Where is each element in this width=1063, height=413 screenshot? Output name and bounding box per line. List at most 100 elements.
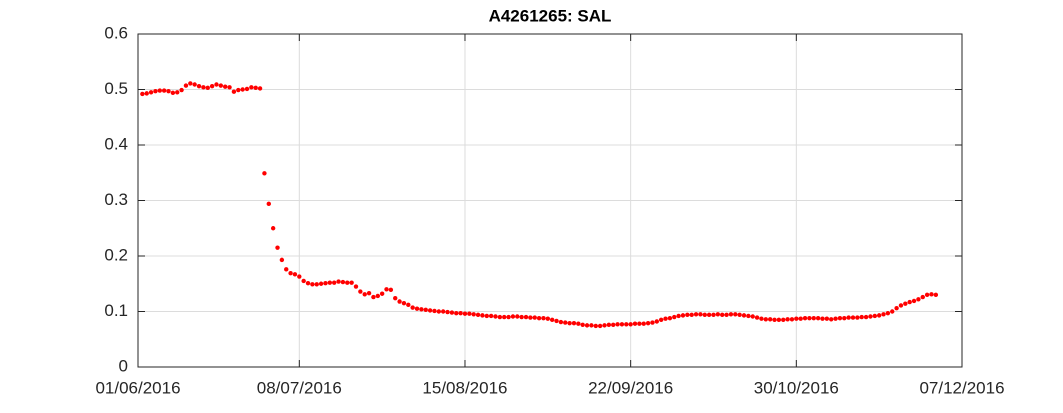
data-point (903, 301, 908, 306)
data-point (297, 274, 302, 279)
data-point (236, 87, 241, 93)
data-point (209, 83, 215, 89)
data-point (685, 312, 690, 318)
data-point (606, 322, 612, 328)
y-tick-label: 0.4 (104, 134, 128, 153)
data-point (183, 83, 189, 88)
data-point (680, 313, 686, 318)
data-point (890, 309, 895, 314)
data-point (497, 314, 503, 320)
data-point (192, 82, 197, 87)
y-tick-label: 0 (119, 356, 128, 375)
data-point (584, 323, 590, 328)
y-tick-label: 0.3 (104, 190, 128, 209)
data-point (702, 312, 707, 318)
data-point (641, 321, 646, 326)
data-point (148, 90, 154, 95)
data-point (785, 317, 790, 322)
data-point (645, 320, 651, 326)
data-point (144, 91, 149, 96)
data-point (519, 314, 524, 320)
data-point (720, 312, 725, 318)
data-point (249, 85, 254, 90)
x-tick-label: 15/08/2016 (422, 378, 507, 397)
data-point (388, 287, 394, 293)
data-point (611, 322, 616, 328)
data-point (432, 308, 437, 314)
data-point (445, 309, 450, 315)
data-point (711, 312, 716, 318)
data-point (257, 86, 263, 91)
data-point (637, 321, 642, 326)
data-point (602, 323, 607, 328)
data-point (859, 314, 864, 320)
data-point (140, 91, 145, 97)
data-point (597, 323, 603, 329)
data-point (362, 292, 367, 297)
data-point (284, 267, 289, 272)
data-point (672, 314, 677, 320)
data-point (706, 312, 712, 318)
data-point (563, 320, 568, 325)
y-tick-label: 0.2 (104, 245, 128, 264)
data-point (401, 300, 407, 306)
data-point (663, 316, 668, 321)
data-point (920, 294, 925, 300)
data-point (754, 315, 760, 320)
data-point (824, 316, 830, 321)
data-point (440, 309, 446, 314)
data-point (846, 315, 851, 320)
data-point (815, 315, 821, 321)
data-point (676, 313, 681, 319)
data-point (863, 314, 869, 320)
data-point (833, 316, 838, 321)
data-point (153, 88, 158, 94)
data-point (746, 313, 751, 319)
data-point (305, 280, 311, 286)
data-point (545, 316, 551, 321)
data-point (458, 310, 463, 316)
data-point (166, 88, 171, 94)
data-point (759, 316, 764, 321)
data-point (789, 317, 795, 322)
x-tick-label: 08/07/2016 (257, 378, 342, 397)
data-point (802, 315, 808, 321)
data-point (741, 313, 747, 318)
data-point (837, 315, 843, 321)
data-point (567, 320, 572, 326)
data-point (419, 307, 424, 312)
data-point (615, 322, 620, 327)
chart-title: A4261265: SAL (489, 6, 612, 25)
data-point (541, 315, 546, 321)
data-point (549, 317, 555, 323)
data-point (868, 314, 873, 319)
data-point (737, 312, 742, 318)
data-point (201, 85, 206, 90)
data-point (475, 312, 481, 318)
x-tick-label: 22/09/2016 (588, 378, 673, 397)
data-point (658, 317, 664, 323)
data-point (924, 292, 930, 298)
data-point (414, 306, 420, 311)
data-point (240, 87, 245, 92)
data-point (654, 319, 660, 324)
data-point (436, 309, 442, 314)
data-point (794, 316, 799, 321)
data-point (266, 201, 271, 207)
data-point (650, 320, 655, 325)
data-point (188, 81, 193, 86)
data-point (358, 289, 363, 294)
data-point (619, 322, 625, 327)
data-point (423, 307, 428, 313)
data-point (911, 298, 917, 304)
data-point (384, 287, 389, 292)
data-point (763, 317, 769, 322)
data-point (275, 245, 280, 250)
data-point (170, 90, 176, 96)
data-point (506, 314, 511, 320)
data-point (471, 312, 476, 317)
y-tick-label: 0.1 (104, 301, 128, 320)
data-point (196, 83, 202, 89)
y-tick-label: 0.6 (104, 23, 128, 42)
data-point (693, 312, 699, 317)
